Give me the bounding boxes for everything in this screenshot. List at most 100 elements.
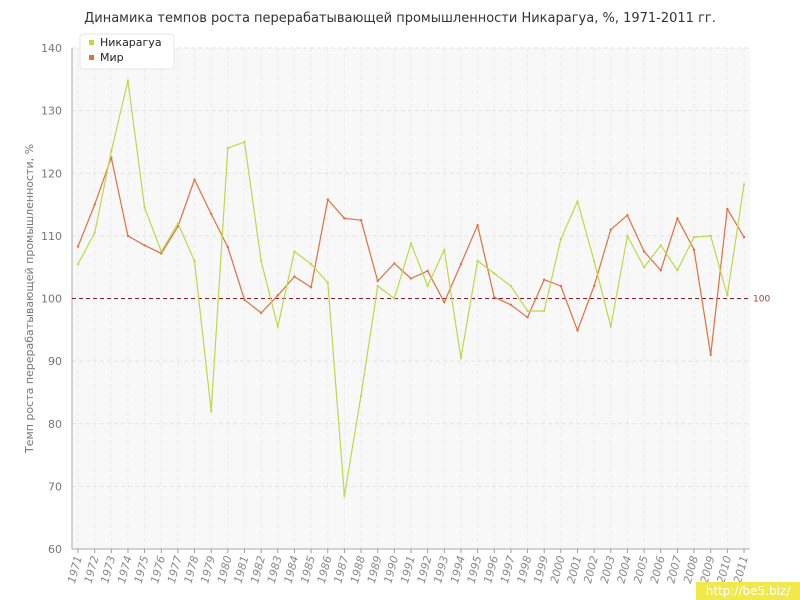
data-point-nicaragua <box>509 284 513 288</box>
data-point-world <box>376 279 379 283</box>
data-point-nicaragua <box>493 272 496 275</box>
data-point-nicaragua <box>476 259 479 263</box>
chart-title: Динамика темпов роста перерабатывающей п… <box>84 11 716 26</box>
data-point-world <box>160 252 163 255</box>
reference-line-label: 100 <box>753 295 770 305</box>
data-point-nicaragua <box>426 284 429 288</box>
legend[interactable]: Никарагуа Мир <box>79 33 175 70</box>
data-point-world <box>393 262 396 265</box>
data-point-world <box>76 245 80 248</box>
y-tick-label: 90 <box>48 355 62 368</box>
data-point-world <box>193 178 196 181</box>
legend-entry: Мир <box>100 51 124 64</box>
data-point-nicaragua <box>210 410 213 413</box>
data-point-nicaragua <box>543 309 546 313</box>
y-tick-label: 60 <box>48 543 62 556</box>
data-point-world <box>526 316 529 319</box>
data-point-world <box>509 303 513 306</box>
data-point-nicaragua <box>309 262 313 266</box>
data-point-world <box>493 296 496 299</box>
data-point-world <box>676 217 679 220</box>
data-point-world <box>243 298 246 301</box>
data-point-world <box>143 244 146 247</box>
data-point-world <box>443 301 446 304</box>
watermark[interactable]: http://be5.biz/ <box>696 582 800 600</box>
data-point-world <box>609 228 612 231</box>
data-point-nicaragua <box>143 206 146 209</box>
data-point-nicaragua <box>176 222 180 225</box>
y-tick-labels: 60 70 80 90 100 110 120 130 140 <box>41 42 62 556</box>
reference-line-group: 100 <box>72 295 770 305</box>
data-point-world <box>742 235 746 239</box>
data-point-world <box>126 234 130 238</box>
data-point-world <box>709 353 712 357</box>
data-point-world <box>726 207 729 211</box>
y-axis-label: Темп роста перерабатывающей промышленнос… <box>23 144 36 454</box>
data-point-nicaragua <box>576 200 579 203</box>
data-point-world <box>426 269 429 273</box>
legend-entry: Никарагуа <box>100 36 162 49</box>
data-point-world <box>309 286 313 289</box>
data-point-nicaragua <box>742 183 746 186</box>
data-point-world <box>476 224 479 227</box>
data-point-nicaragua <box>359 394 363 397</box>
data-point-world <box>93 203 96 206</box>
y-tick-label: 100 <box>41 293 62 306</box>
data-point-world <box>326 198 329 201</box>
data-point-nicaragua <box>626 234 629 238</box>
x-tick-label: 2011 <box>731 554 751 584</box>
y-tick-label: 120 <box>41 167 62 180</box>
data-point-world <box>343 217 346 220</box>
data-point-nicaragua <box>243 140 246 144</box>
data-point-world <box>592 284 596 288</box>
data-point-nicaragua <box>592 259 596 263</box>
data-point-nicaragua <box>193 259 196 263</box>
data-point-world <box>642 250 646 253</box>
legend-box <box>79 33 175 70</box>
data-point-world <box>626 214 629 217</box>
data-point-world <box>559 284 563 288</box>
data-point-nicaragua <box>409 242 413 245</box>
data-point-world <box>210 212 213 216</box>
data-point-nicaragua <box>126 79 130 82</box>
y-tick-label: 70 <box>48 480 62 493</box>
y-tick-label: 80 <box>48 418 62 431</box>
series-group <box>76 79 746 497</box>
data-point-world <box>276 294 279 297</box>
data-point-nicaragua <box>76 262 80 266</box>
y-tick-label: 130 <box>41 105 62 118</box>
data-point-nicaragua <box>160 250 163 253</box>
data-point-nicaragua <box>659 244 662 247</box>
data-point-nicaragua <box>559 237 563 241</box>
data-point-world <box>226 245 230 249</box>
data-point-nicaragua <box>293 250 296 253</box>
data-point-world <box>543 278 546 281</box>
data-point-nicaragua <box>259 259 263 263</box>
data-point-nicaragua <box>93 231 96 234</box>
data-point-nicaragua <box>393 297 396 300</box>
data-point-nicaragua <box>110 150 113 153</box>
data-point-world <box>659 269 662 272</box>
data-point-nicaragua <box>376 284 379 288</box>
data-point-world <box>359 219 363 222</box>
data-point-nicaragua <box>326 281 329 285</box>
legend-marker <box>89 55 94 60</box>
x-tick-labels: 1971197219731974197519761977197819791980… <box>65 554 751 584</box>
data-point-nicaragua <box>443 248 446 251</box>
data-point-nicaragua <box>226 147 230 150</box>
data-point-nicaragua <box>642 265 646 269</box>
data-point-nicaragua <box>609 325 612 328</box>
y-tick-label: 110 <box>41 230 62 243</box>
legend-marker <box>89 40 94 45</box>
data-point-nicaragua <box>526 309 529 313</box>
data-point-nicaragua <box>692 235 696 239</box>
data-point-world <box>692 248 696 251</box>
data-point-nicaragua <box>343 494 346 497</box>
data-point-nicaragua <box>459 356 463 360</box>
data-point-nicaragua <box>726 294 729 297</box>
data-point-nicaragua <box>676 269 679 272</box>
data-point-world <box>293 275 296 278</box>
data-point-nicaragua <box>276 325 279 328</box>
data-point-world <box>259 311 263 315</box>
